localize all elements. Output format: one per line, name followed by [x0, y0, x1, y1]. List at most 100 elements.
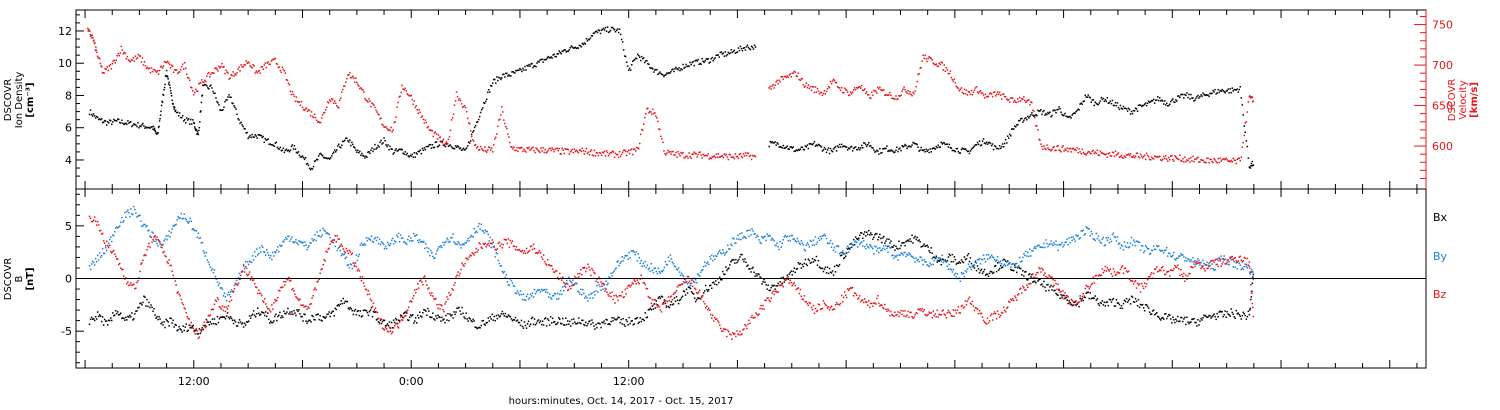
bz-point [351, 252, 354, 255]
ion-density-point [892, 150, 894, 153]
ion-density-point [606, 26, 609, 28]
velocity-point [525, 151, 527, 153]
bx-point [596, 326, 598, 329]
bx-point [1207, 316, 1209, 318]
bx-point [322, 315, 324, 318]
bx-point [1208, 314, 1210, 317]
bx-point [326, 313, 328, 316]
bx-point [1016, 271, 1018, 274]
bx-point [257, 307, 259, 309]
by-point [789, 240, 791, 242]
ion-density-point [622, 49, 625, 51]
velocity-point [1161, 159, 1163, 162]
bz-point [188, 318, 190, 320]
bx-point [114, 314, 116, 316]
by-point [314, 234, 316, 236]
by-point [421, 241, 423, 243]
ion-density-point [305, 163, 308, 165]
by-point [1244, 263, 1246, 265]
ion-density-point [648, 63, 650, 66]
bx-point [1107, 304, 1110, 307]
ion-density-point [191, 123, 193, 125]
velocity-point [353, 77, 355, 79]
bz-point [178, 293, 180, 295]
by-point [563, 289, 565, 292]
bx-point [948, 253, 951, 256]
ion-density-point [194, 126, 196, 128]
ion-density-point [458, 147, 461, 150]
by-point [471, 235, 473, 238]
bx-point [608, 323, 610, 325]
by-point [603, 283, 605, 285]
ion-density-point [518, 69, 520, 71]
by-point [1102, 236, 1105, 239]
ion-density-point [885, 147, 887, 150]
bx-point [439, 316, 441, 319]
ion-density-point [1219, 89, 1221, 92]
bx-point [225, 315, 228, 317]
by-point [849, 247, 852, 249]
by-point [552, 294, 555, 297]
bx-point [944, 259, 946, 261]
velocity-point [1207, 157, 1209, 160]
velocity-point [663, 150, 665, 152]
ion-density-point [320, 154, 323, 156]
bx-point [1221, 310, 1223, 313]
ion-density-point [572, 47, 575, 49]
bx-point [1095, 299, 1098, 301]
bx-point [585, 321, 587, 324]
by-point [306, 248, 308, 251]
ion-density-point [483, 102, 485, 104]
by-point [455, 243, 457, 246]
by-point [261, 245, 263, 247]
ion-density-point [169, 87, 171, 89]
ion-density-point [424, 148, 427, 151]
bz-point [254, 286, 257, 288]
bx-point [189, 327, 191, 329]
velocity-point [675, 151, 677, 154]
by-point [1100, 242, 1103, 244]
bx-point [129, 314, 131, 317]
velocity-point [985, 96, 988, 98]
ion-density-point [1118, 108, 1121, 111]
ion-density-point [149, 127, 151, 129]
ion-density-point [110, 119, 112, 122]
bx-point [678, 299, 681, 302]
by-point [225, 300, 228, 302]
velocity-point [1149, 159, 1152, 161]
bz-point [409, 300, 411, 303]
velocity-point [847, 94, 850, 97]
bz-point [163, 250, 165, 253]
by-point [607, 282, 609, 285]
by-point [498, 262, 501, 265]
bx-point [606, 319, 608, 321]
velocity-point [701, 157, 703, 159]
by-point [1001, 259, 1004, 262]
by-point [755, 236, 757, 239]
bx-point [446, 319, 448, 321]
velocity-point [375, 109, 377, 111]
ion-density-point [177, 115, 180, 117]
ion-density-point [146, 127, 148, 129]
bx-point [1160, 319, 1162, 321]
ion-density-point [1140, 105, 1143, 108]
velocity-point [464, 106, 467, 109]
velocity-point [456, 95, 459, 98]
bx-point [145, 305, 147, 307]
velocity-point [998, 91, 1001, 94]
bx-point [263, 312, 265, 314]
velocity-point [566, 148, 568, 150]
bx-point [552, 321, 555, 323]
bx-point [202, 328, 205, 331]
velocity-point [997, 93, 1000, 95]
by-point [1149, 252, 1152, 255]
ion-density-point [827, 147, 830, 149]
by-point [430, 249, 432, 252]
ion-density-point [413, 152, 415, 154]
by-point [366, 239, 369, 242]
velocity-point [973, 89, 976, 91]
ion-density-point [830, 149, 833, 152]
ion-density-point [570, 45, 573, 47]
velocity-point [1213, 158, 1215, 160]
velocity-point [778, 79, 780, 81]
